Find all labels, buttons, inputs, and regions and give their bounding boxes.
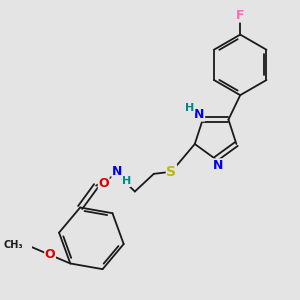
- Text: F: F: [236, 9, 244, 22]
- Text: O: O: [98, 177, 109, 190]
- Text: N: N: [212, 159, 223, 172]
- Text: N: N: [112, 165, 122, 178]
- Text: H: H: [185, 103, 195, 113]
- Text: S: S: [167, 165, 176, 179]
- Text: CH₃: CH₃: [4, 239, 23, 250]
- Text: H: H: [122, 176, 131, 186]
- Text: N: N: [194, 108, 205, 121]
- Text: O: O: [45, 248, 56, 261]
